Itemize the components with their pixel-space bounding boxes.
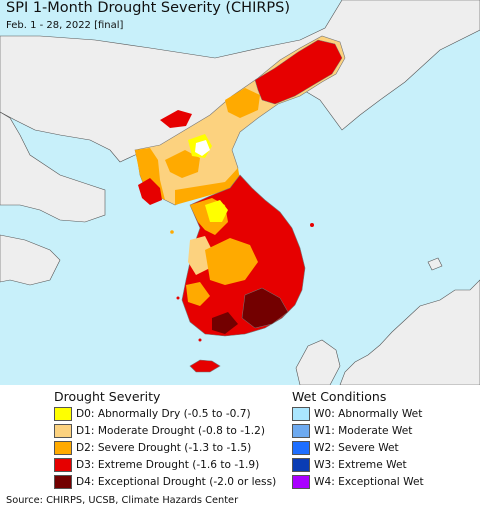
land-china-north: [0, 0, 480, 163]
legend-swatch-w0: [292, 407, 310, 421]
legend-item-w0: W0: Abnormally Wet: [292, 406, 422, 422]
source-credit: Source: CHIRPS, UCSB, Climate Hazards Ce…: [6, 495, 239, 506]
island-ulleung: [310, 223, 314, 227]
nk-d2-northeast: [225, 88, 260, 118]
legend-label-w3: W3: Extreme Wet: [314, 459, 407, 471]
legend-item-d3: D3: Extreme Drought (-1.6 to -1.9): [54, 457, 259, 473]
legend-label-d3: D3: Extreme Drought (-1.6 to -1.9): [76, 459, 260, 471]
legend-item-d2: D2: Severe Drought (-1.3 to -1.5): [54, 440, 251, 456]
legend-swatch-d0: [54, 407, 72, 421]
wet-legend-title: Wet Conditions: [292, 389, 387, 404]
drought-map: [0, 0, 480, 385]
legend-item-d0: D0: Abnormally Dry (-0.5 to -0.7): [54, 406, 251, 422]
legend-item-w1: W1: Moderate Wet: [292, 423, 412, 439]
land-japan-oki: [427, 257, 443, 271]
legend-item-w3: W3: Extreme Wet: [292, 457, 407, 473]
legend-swatch-d4: [54, 475, 72, 489]
legend-label-d0: D0: Abnormally Dry (-0.5 to -0.7): [76, 408, 251, 420]
legend-swatch-w3: [292, 458, 310, 472]
legend-item-d4: D4: Exceptional Drought (-2.0 or less): [54, 474, 276, 490]
sk-d4-south-coast: [212, 312, 238, 334]
legend-swatch-d2: [54, 441, 72, 455]
legend-item-d1: D1: Moderate Drought (-0.8 to -1.2): [54, 423, 265, 439]
nk-normal-central: [195, 140, 210, 156]
legend-label-d2: D2: Severe Drought (-1.3 to -1.5): [76, 442, 252, 454]
nk-d2-south-border: [175, 168, 240, 205]
island-south-1: [198, 338, 202, 342]
nk-d3-west-coast: [138, 178, 162, 205]
island-west-1: [170, 230, 174, 234]
wet-legend: Wet Conditions W0: Abnormally Wet W1: Mo…: [290, 385, 480, 490]
jeju-island: [189, 359, 221, 373]
sk-d2-central: [205, 238, 258, 285]
land-china-southwest: [0, 234, 61, 286]
legend-label-d1: D1: Moderate Drought (-0.8 to -1.2): [76, 425, 265, 437]
legend-swatch-w1: [292, 424, 310, 438]
legend-label-w4: W4: Exceptional Wet: [314, 476, 424, 488]
legend-item-w2: W2: Severe Wet: [292, 440, 399, 456]
island-west-2: [176, 296, 180, 300]
legend-swatch-d3: [54, 458, 72, 472]
sk-d4-southeast: [241, 287, 289, 329]
map-subtitle: Feb. 1 - 28, 2022 [final]: [6, 20, 124, 31]
drought-legend-title: Drought Severity: [54, 389, 161, 404]
sk-d0-seoul: [205, 200, 228, 222]
sk-d2-southwest: [186, 282, 210, 306]
legend-label-w1: W1: Moderate Wet: [314, 425, 413, 437]
legend-swatch-d1: [54, 424, 72, 438]
nk-d2-central: [165, 150, 200, 178]
land-china-west: [0, 111, 106, 223]
map-title: SPI 1-Month Drought Severity (CHIRPS): [6, 0, 291, 16]
legend-swatch-w4: [292, 475, 310, 489]
land-japan-honshu: [339, 279, 480, 385]
legend-label-w0: W0: Abnormally Wet: [314, 408, 423, 420]
land-japan-kyushu: [295, 339, 341, 385]
legend-label-d4: D4: Exceptional Drought (-2.0 or less): [76, 476, 277, 488]
sk-d1-west: [188, 236, 212, 275]
nk-d3-northeast: [254, 39, 343, 105]
legend-label-w2: W2: Severe Wet: [314, 442, 399, 454]
legend-item-w4: W4: Exceptional Wet: [292, 474, 424, 490]
legend-swatch-w2: [292, 441, 310, 455]
nk-d3-central-band: [160, 110, 192, 128]
drought-legend: Drought Severity D0: Abnormally Dry (-0.…: [0, 385, 290, 490]
